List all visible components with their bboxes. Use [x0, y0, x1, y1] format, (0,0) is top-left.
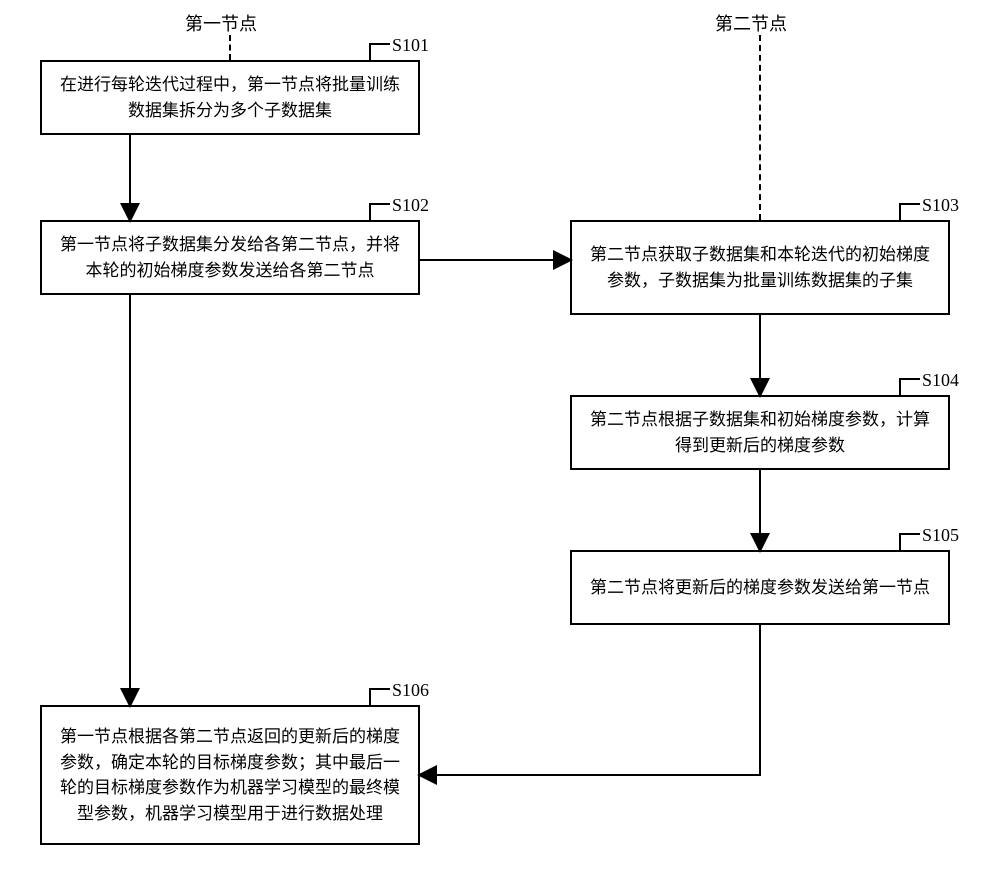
step-label-s101: S101 [392, 35, 429, 56]
arrow-s102-s103 [420, 250, 580, 270]
step-label-s103: S103 [922, 195, 959, 216]
arrow-s105-s106 [415, 625, 775, 785]
arrow-s104-s105 [750, 470, 770, 555]
dash-line-col2 [759, 35, 761, 220]
arrow-s102-s106 [120, 295, 140, 710]
box-s104: 第二节点根据子数据集和初始梯度参数，计算得到更新后的梯度参数 [570, 395, 950, 470]
box-s103: 第二节点获取子数据集和本轮迭代的初始梯度参数，子数据集为批量训练数据集的子集 [570, 220, 950, 315]
step-label-s105: S105 [922, 525, 959, 546]
box-s106: 第一节点根据各第二节点返回的更新后的梯度参数，确定本轮的目标梯度参数；其中最后一… [40, 705, 420, 845]
column-header-1: 第一节点 [185, 10, 257, 36]
dash-line-col1 [229, 35, 231, 60]
step-label-s102: S102 [392, 195, 429, 216]
box-s102: 第一节点将子数据集分发给各第二节点，并将本轮的初始梯度参数发送给各第二节点 [40, 220, 420, 295]
column-header-2: 第二节点 [715, 10, 787, 36]
arrow-s101-s102 [120, 135, 140, 225]
arrow-s103-s104 [750, 315, 770, 400]
step-label-s104: S104 [922, 370, 959, 391]
box-s101: 在进行每轮迭代过程中，第一节点将批量训练数据集拆分为多个子数据集 [40, 60, 420, 135]
box-s105: 第二节点将更新后的梯度参数发送给第一节点 [570, 550, 950, 625]
